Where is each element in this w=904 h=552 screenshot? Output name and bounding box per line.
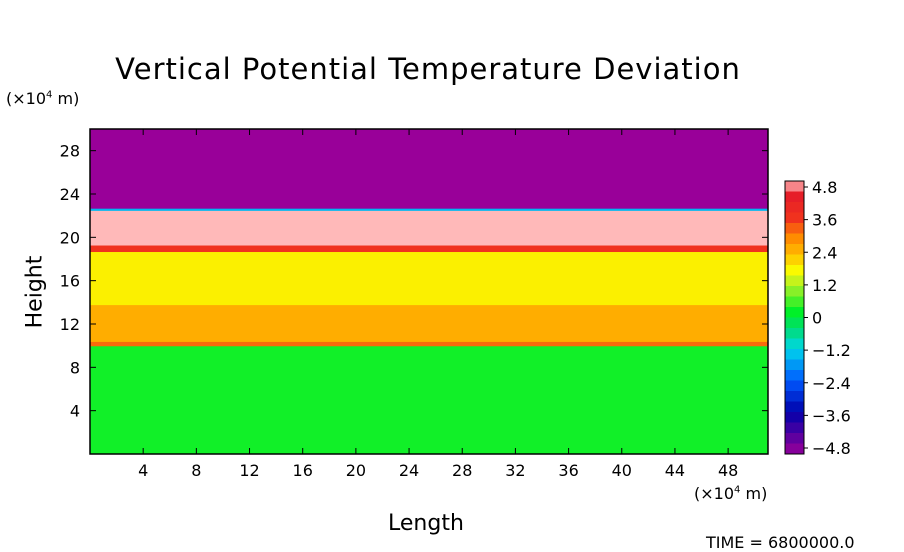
colorbar-tick-label: −4.8	[812, 439, 851, 458]
colorbar-segment	[785, 391, 804, 402]
y-tick-label: 8	[70, 358, 80, 377]
y-axis: 4 8 12 16 20 24 28	[60, 142, 768, 421]
x-tick-label: 36	[558, 461, 578, 480]
colorbar-segment	[785, 233, 804, 245]
colorbar-tick-label: −2.4	[812, 374, 851, 393]
colorbar-segment	[785, 433, 804, 444]
colorbar-segment	[785, 254, 804, 266]
plot-frame	[89, 128, 769, 455]
x-tick-label: 40	[612, 461, 632, 480]
x-tick-label: 44	[665, 461, 685, 480]
colorbar-segment	[785, 349, 804, 360]
colorbar-segment	[785, 212, 804, 224]
heatmap-layer-0	[90, 345, 768, 454]
x-tick-label: 32	[505, 461, 525, 480]
colorbar-segment	[785, 244, 804, 255]
colorbar: 4.8 3.6 2.4 1.2 0 −1.2 −2.4 −3.6 −4.8	[784, 178, 851, 458]
y-tick-label: 24	[60, 185, 80, 204]
heatmap-field	[90, 129, 768, 454]
colorbar-tick-label: 2.4	[812, 243, 837, 262]
colorbar-segment	[785, 191, 804, 203]
colorbar-segment	[785, 317, 804, 329]
colorbar-segment	[785, 307, 804, 318]
colorbar-segment	[785, 359, 804, 371]
x-axis-unit: (×104 m)	[694, 484, 768, 503]
x-tick-label: 24	[399, 461, 419, 480]
colorbar-segment	[785, 380, 804, 392]
heatmap-layer-2	[90, 304, 768, 342]
colorbar-tick-label: −3.6	[812, 406, 851, 425]
heatmap-layer-1	[90, 341, 768, 347]
colorbar-segment	[785, 412, 804, 423]
colorbar-segment	[785, 275, 804, 287]
x-tick-label: 8	[191, 461, 201, 480]
colorbar-segment	[785, 181, 804, 192]
heatmap-layer-7	[90, 129, 768, 209]
y-tick-label: 28	[60, 142, 80, 161]
heatmap-layer-3	[90, 251, 768, 306]
x-tick-label: 4	[138, 461, 148, 480]
chart-title: Vertical Potential Temperature Deviation	[115, 52, 741, 86]
y-axis-unit: (×104 m)	[6, 89, 80, 108]
colorbar-segment	[785, 443, 804, 455]
colorbar-tick-label: 4.8	[812, 178, 837, 197]
colorbar-segment	[785, 223, 804, 234]
x-tick-label: 48	[718, 461, 738, 480]
colorbar-segment	[785, 401, 804, 413]
y-tick-label: 16	[60, 272, 80, 291]
colorbar-segment	[785, 286, 804, 297]
colorbar-tick-label: 3.6	[812, 211, 837, 230]
x-axis-label: Length	[388, 511, 464, 536]
heatmap-layer-5	[90, 210, 768, 246]
colorbar-tick-label: 0	[812, 309, 822, 328]
colorbar-segment	[785, 370, 804, 381]
colorbar-segment	[785, 202, 804, 213]
colorbar-segment	[785, 338, 804, 350]
x-tick-label: 12	[239, 461, 259, 480]
y-tick-label: 4	[70, 402, 80, 421]
colorbar-tick-label: 1.2	[812, 276, 837, 295]
colorbar-segment	[785, 328, 804, 339]
colorbar-tick-label: −1.2	[812, 341, 851, 360]
colorbar-segment	[785, 265, 804, 276]
x-tick-label: 16	[293, 461, 313, 480]
y-tick-label: 20	[60, 228, 80, 247]
y-tick-label: 12	[60, 315, 80, 334]
x-axis: 4 8 12 16 20 24 28 32 36 40 44 48	[138, 129, 738, 480]
heatmap-layer-4	[90, 244, 768, 253]
x-tick-label: 20	[346, 461, 366, 480]
colorbar-segment	[785, 296, 804, 308]
colorbar-segment	[785, 422, 804, 434]
heatmap-layer-6	[90, 208, 768, 211]
x-tick-label: 28	[452, 461, 472, 480]
